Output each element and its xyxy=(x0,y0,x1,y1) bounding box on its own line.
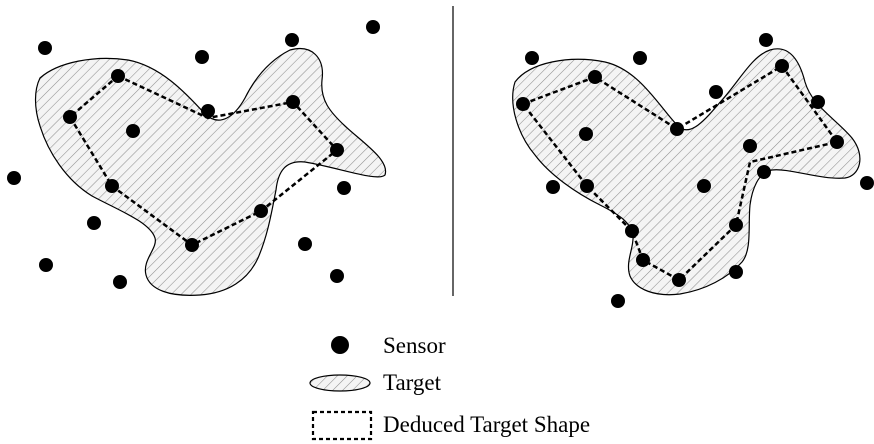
sensor-dot xyxy=(729,218,743,232)
sensor-dot xyxy=(670,122,684,136)
sensor-dot xyxy=(729,265,743,279)
left-panel xyxy=(7,20,387,296)
sensor-dot xyxy=(126,124,140,138)
sensor-dot xyxy=(611,294,625,308)
sensor-dot xyxy=(516,97,530,111)
sensor-dot xyxy=(366,20,380,34)
sensor-dot xyxy=(113,275,127,289)
sensor-dot xyxy=(625,224,639,238)
sensor-dot xyxy=(757,165,771,179)
sensor-dot xyxy=(185,238,199,252)
legend-deduced-icon xyxy=(311,410,373,441)
sensor-dot xyxy=(337,181,351,195)
legend-deduced-label: Deduced Target Shape xyxy=(383,412,590,437)
sensors-right xyxy=(516,33,874,308)
sensor-dot xyxy=(811,95,825,109)
deduced-shape-right xyxy=(520,64,840,282)
sensor-dot xyxy=(330,269,344,283)
target-shape-right xyxy=(512,48,861,296)
sensor-dot xyxy=(672,273,686,287)
sensors-left xyxy=(7,20,380,289)
sensor-dot xyxy=(39,258,53,272)
sensor-dot xyxy=(860,176,874,190)
sensor-dot xyxy=(830,135,844,149)
sensor-dot xyxy=(588,70,602,84)
sensor-dot xyxy=(709,85,723,99)
sensor-dot xyxy=(7,171,21,185)
legend: Sensor Target Deduced Target Shape xyxy=(309,333,590,441)
sensor-dot xyxy=(286,95,300,109)
sensor-dot xyxy=(636,253,650,267)
sensor-dot xyxy=(87,216,101,230)
sensor-dot xyxy=(63,110,77,124)
sensor-dot xyxy=(525,51,539,65)
sensor-dot xyxy=(579,127,593,141)
sensor-dot xyxy=(111,69,125,83)
sensor-dot xyxy=(195,50,209,64)
sensor-dot xyxy=(201,104,215,118)
sensor-dot xyxy=(298,237,312,251)
legend-sensor-icon xyxy=(331,336,349,354)
legend-target-label: Target xyxy=(383,370,442,395)
sensor-dot xyxy=(633,51,647,65)
sensor-dot xyxy=(759,33,773,47)
target-shape-left xyxy=(34,48,387,296)
sensor-dot xyxy=(546,180,560,194)
legend-target-icon xyxy=(309,374,371,392)
sensor-dot xyxy=(38,41,52,55)
legend-sensor-label: Sensor xyxy=(383,333,446,358)
sensor-dot xyxy=(105,179,119,193)
sensor-dot xyxy=(285,33,299,47)
sensor-dot xyxy=(580,179,594,193)
right-panel xyxy=(512,33,874,308)
sensor-dot xyxy=(743,139,757,153)
sensor-dot xyxy=(254,204,268,218)
sensor-dot xyxy=(330,143,344,157)
sensor-dot xyxy=(775,59,789,73)
sensor-dot xyxy=(697,179,711,193)
